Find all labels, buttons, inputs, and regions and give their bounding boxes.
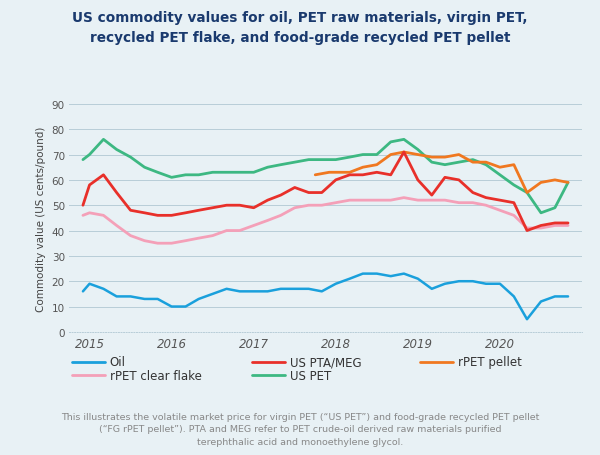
- Y-axis label: Commodity value (US cents/pound): Commodity value (US cents/pound): [36, 126, 46, 311]
- Text: US PTA/MEG: US PTA/MEG: [290, 355, 361, 368]
- Text: Oil: Oil: [110, 355, 126, 368]
- Text: This illustrates the volatile market price for virgin PET (“US PET”) and food-gr: This illustrates the volatile market pri…: [61, 412, 539, 446]
- Text: US commodity values for oil, PET raw materials, virgin PET,
recycled PET flake, : US commodity values for oil, PET raw mat…: [72, 11, 528, 45]
- Text: rPET pellet: rPET pellet: [458, 355, 521, 368]
- Text: US PET: US PET: [290, 369, 331, 382]
- Text: rPET clear flake: rPET clear flake: [110, 369, 202, 382]
